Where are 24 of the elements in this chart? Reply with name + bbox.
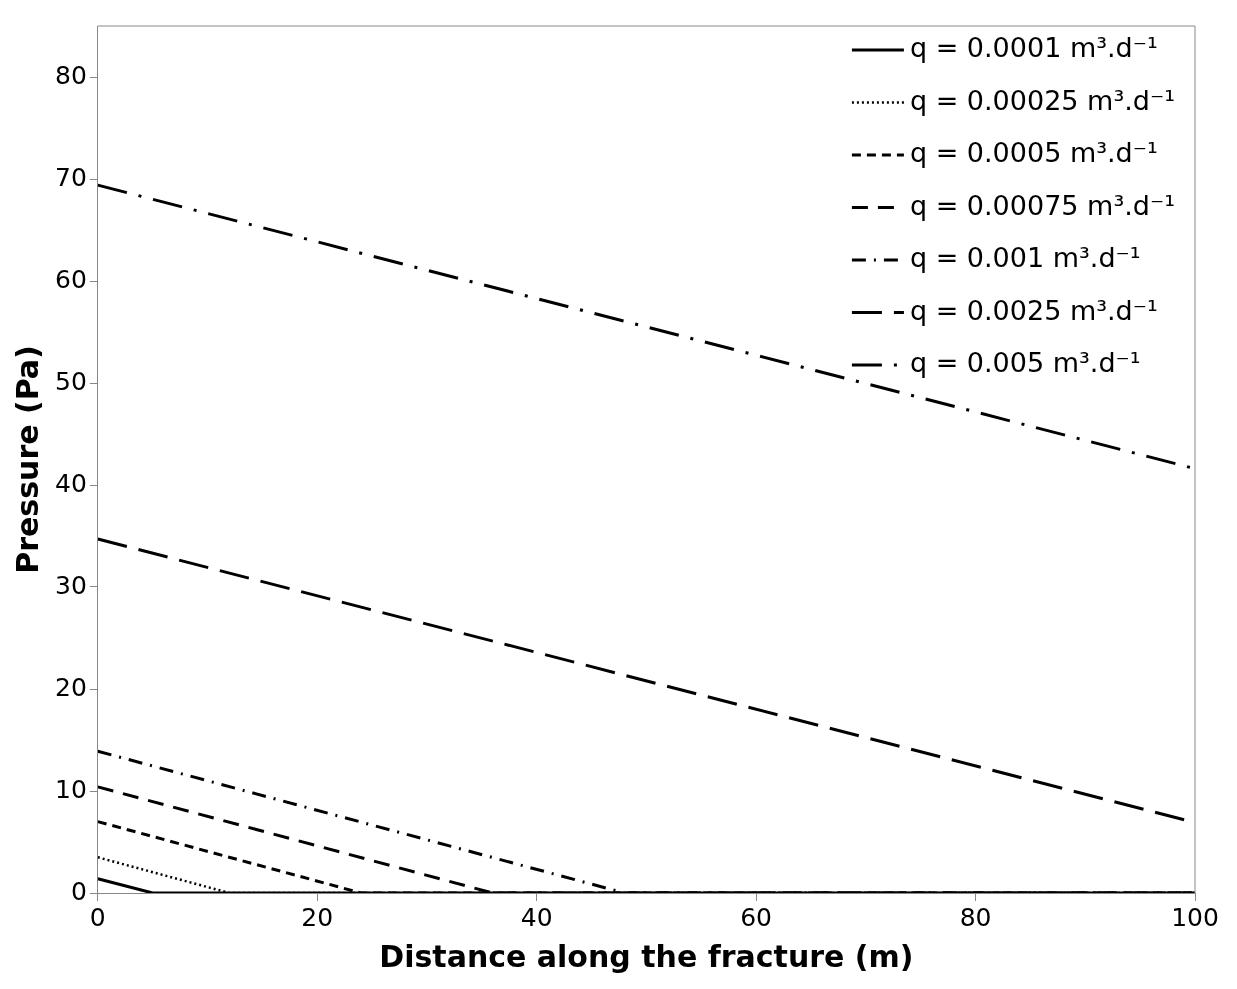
legend-label: q = 0.0005 m³.d⁻¹ bbox=[909, 137, 1158, 169]
y-tick-label: 60 bbox=[55, 264, 87, 294]
x-tick-label: 0 bbox=[89, 902, 106, 932]
y-tick-label: 40 bbox=[55, 468, 87, 498]
y-tick-label: 50 bbox=[55, 366, 87, 396]
x-axis-title: Distance along the fracture (m) bbox=[379, 938, 914, 974]
legend-label: q = 0.00025 m³.d⁻¹ bbox=[909, 84, 1176, 116]
y-axis-title: Pressure (Pa) bbox=[9, 345, 45, 574]
y-tick-label: 20 bbox=[55, 672, 87, 702]
legend-label: q = 0.0001 m³.d⁻¹ bbox=[909, 32, 1158, 64]
x-tick-label: 80 bbox=[959, 902, 992, 932]
y-tick-label: 10 bbox=[55, 774, 87, 804]
y-tick-label: 30 bbox=[55, 570, 87, 600]
x-tick-label: 60 bbox=[740, 902, 773, 932]
x-tick-label: 100 bbox=[1171, 902, 1219, 932]
legend-label: q = 0.005 m³.d⁻¹ bbox=[909, 347, 1141, 379]
y-tick-label: 70 bbox=[55, 162, 87, 192]
x-tick-label: 40 bbox=[520, 902, 553, 932]
legend-label: q = 0.00075 m³.d⁻¹ bbox=[909, 189, 1176, 221]
legend-label: q = 0.001 m³.d⁻¹ bbox=[909, 242, 1141, 274]
legend-label: q = 0.0025 m³.d⁻¹ bbox=[909, 294, 1158, 326]
x-tick-label: 20 bbox=[301, 902, 334, 932]
y-tick-label: 80 bbox=[55, 60, 87, 90]
y-tick-label: 0 bbox=[70, 876, 87, 906]
